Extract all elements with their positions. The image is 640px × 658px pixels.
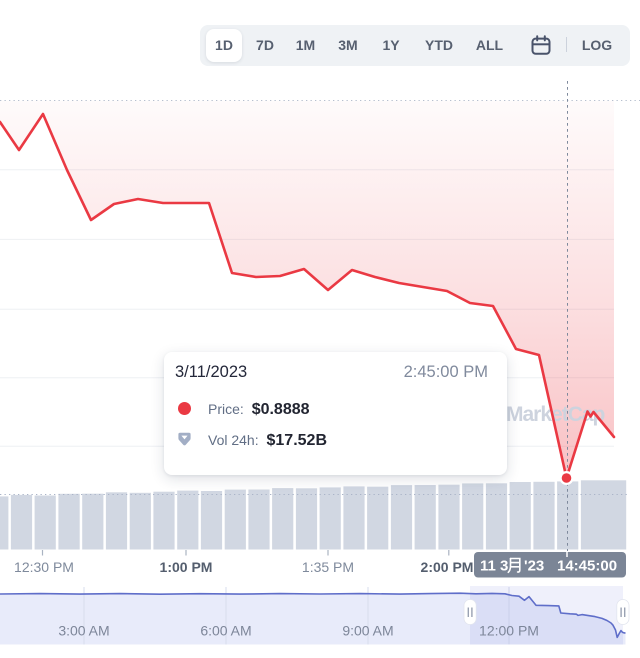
svg-text:2:00 PM: 2:00 PM — [421, 559, 474, 575]
svg-text:'23: '23 — [524, 558, 544, 575]
svg-text:6:00 AM: 6:00 AM — [200, 623, 251, 639]
svg-text:12:00 PM: 12:00 PM — [479, 623, 539, 639]
svg-text:3:00 AM: 3:00 AM — [58, 623, 109, 639]
svg-text:14:45:00: 14:45:00 — [557, 558, 617, 575]
svg-text:1:00 PM: 1:00 PM — [160, 559, 213, 575]
svg-text:MarketCap: MarketCap — [506, 403, 605, 426]
svg-text:1:35 PM: 1:35 PM — [302, 559, 354, 575]
svg-text:11 3: 11 3 — [480, 558, 508, 575]
svg-text:12:30 PM: 12:30 PM — [14, 559, 74, 575]
svg-text:9:00 AM: 9:00 AM — [342, 623, 393, 639]
